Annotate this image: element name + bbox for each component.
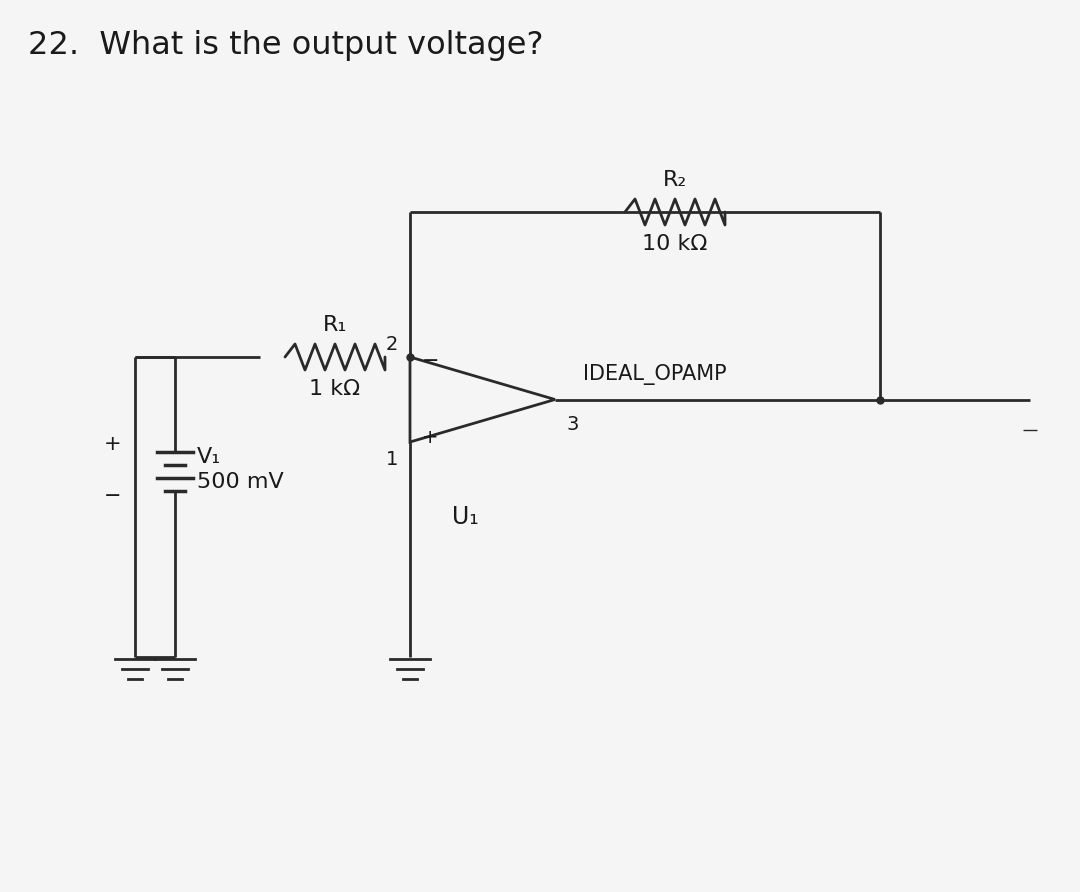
Text: 500 mV: 500 mV (197, 472, 284, 492)
Text: R₂: R₂ (663, 170, 687, 190)
Text: 1: 1 (386, 450, 399, 469)
Text: −: − (105, 486, 122, 506)
Text: 22.  What is the output voltage?: 22. What is the output voltage? (28, 30, 543, 61)
Text: 1 kΩ: 1 kΩ (310, 379, 361, 399)
Text: +: + (422, 428, 438, 448)
Text: +: + (104, 434, 122, 454)
Text: V₁: V₁ (197, 447, 221, 467)
Text: U₁: U₁ (451, 505, 478, 529)
Text: R₁: R₁ (323, 315, 347, 335)
Text: 10 kΩ: 10 kΩ (643, 234, 707, 254)
Text: −: − (422, 351, 440, 371)
Text: 2: 2 (386, 335, 399, 354)
Text: 3: 3 (567, 415, 579, 434)
Text: IDEAL_OPAMP: IDEAL_OPAMP (583, 364, 727, 385)
